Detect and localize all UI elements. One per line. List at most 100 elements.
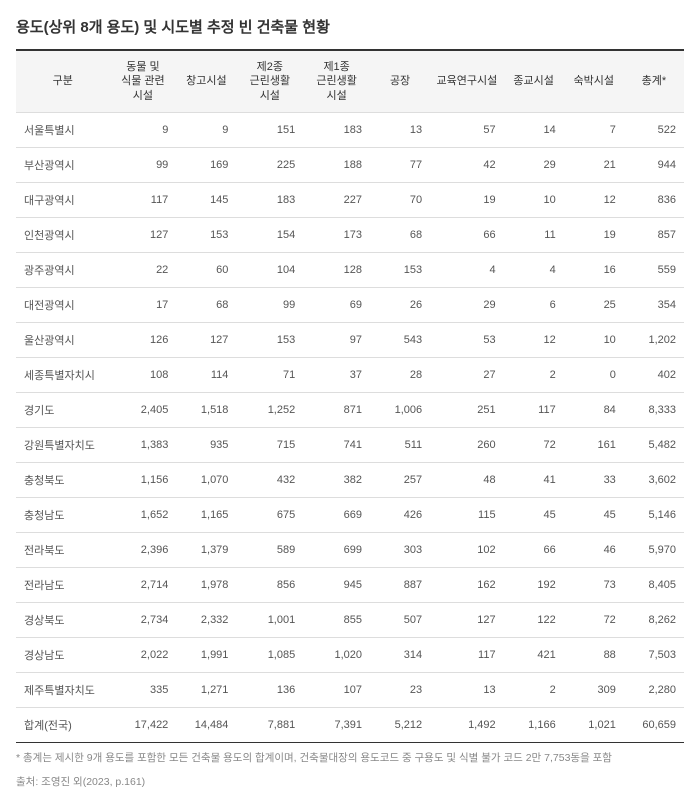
region-cell: 서울특별시 (16, 112, 110, 147)
value-cell: 2,332 (176, 602, 236, 637)
region-cell: 경상북도 (16, 602, 110, 637)
value-cell: 335 (110, 672, 177, 707)
region-cell: 울산광역시 (16, 322, 110, 357)
value-cell: 354 (624, 287, 684, 322)
value-cell: 27 (430, 357, 503, 392)
col-header-6: 교육연구시설 (430, 50, 503, 112)
value-cell: 6 (504, 287, 564, 322)
value-cell: 97 (303, 322, 370, 357)
value-cell: 77 (370, 147, 430, 182)
value-cell: 5,482 (624, 427, 684, 462)
value-cell: 7,391 (303, 707, 370, 742)
value-cell: 507 (370, 602, 430, 637)
region-cell: 강원특별자치도 (16, 427, 110, 462)
value-cell: 70 (370, 182, 430, 217)
value-cell: 151 (236, 112, 303, 147)
value-cell: 13 (430, 672, 503, 707)
region-cell: 제주특별자치도 (16, 672, 110, 707)
region-cell: 대구광역시 (16, 182, 110, 217)
table-row: 울산광역시126127153975435312101,202 (16, 322, 684, 357)
value-cell: 14 (504, 112, 564, 147)
value-cell: 117 (504, 392, 564, 427)
value-cell: 127 (176, 322, 236, 357)
value-cell: 0 (564, 357, 624, 392)
value-cell: 14,484 (176, 707, 236, 742)
value-cell: 522 (624, 112, 684, 147)
table-row: 경기도2,4051,5181,2528711,006251117848,333 (16, 392, 684, 427)
value-cell: 855 (303, 602, 370, 637)
value-cell: 10 (564, 322, 624, 357)
value-cell: 309 (564, 672, 624, 707)
table-body: 서울특별시991511831357147522부산광역시991692251887… (16, 112, 684, 742)
value-cell: 2,396 (110, 532, 177, 567)
value-cell: 1,379 (176, 532, 236, 567)
value-cell: 66 (430, 217, 503, 252)
footnote-total: * 총계는 제시한 9개 용도를 포함한 모든 건축물 용도의 합계이며, 건축… (16, 751, 684, 767)
value-cell: 543 (370, 322, 430, 357)
value-cell: 68 (176, 287, 236, 322)
value-cell: 1,518 (176, 392, 236, 427)
col-header-5: 공장 (370, 50, 430, 112)
value-cell: 48 (430, 462, 503, 497)
value-cell: 421 (504, 637, 564, 672)
table-row: 전라북도2,3961,37958969930310266465,970 (16, 532, 684, 567)
value-cell: 7 (564, 112, 624, 147)
value-cell: 88 (564, 637, 624, 672)
value-cell: 1,166 (504, 707, 564, 742)
value-cell: 104 (236, 252, 303, 287)
value-cell: 16 (564, 252, 624, 287)
value-cell: 72 (564, 602, 624, 637)
value-cell: 71 (236, 357, 303, 392)
value-cell: 136 (236, 672, 303, 707)
table-row: 제주특별자치도3351,271136107231323092,280 (16, 672, 684, 707)
value-cell: 2,734 (110, 602, 177, 637)
col-header-2: 창고시설 (176, 50, 236, 112)
value-cell: 53 (430, 322, 503, 357)
table-row: 세종특별자치시1081147137282720402 (16, 357, 684, 392)
value-cell: 114 (176, 357, 236, 392)
region-cell: 인천광역시 (16, 217, 110, 252)
value-cell: 669 (303, 497, 370, 532)
value-cell: 257 (370, 462, 430, 497)
value-cell: 19 (430, 182, 503, 217)
value-cell: 715 (236, 427, 303, 462)
value-cell: 836 (624, 182, 684, 217)
table-header-row: 구분동물 및식물 관련시설창고시설제2종근린생활시설제1종근린생활시설공장교육연… (16, 50, 684, 112)
value-cell: 2 (504, 672, 564, 707)
value-cell: 42 (430, 147, 503, 182)
value-cell: 314 (370, 637, 430, 672)
value-cell: 1,006 (370, 392, 430, 427)
value-cell: 1,165 (176, 497, 236, 532)
value-cell: 33 (564, 462, 624, 497)
value-cell: 84 (564, 392, 624, 427)
value-cell: 69 (303, 287, 370, 322)
value-cell: 8,333 (624, 392, 684, 427)
value-cell: 153 (370, 252, 430, 287)
table-row: 강원특별자치도1,383935715741511260721615,482 (16, 427, 684, 462)
value-cell: 9 (176, 112, 236, 147)
value-cell: 1,978 (176, 567, 236, 602)
value-cell: 73 (564, 567, 624, 602)
value-cell: 675 (236, 497, 303, 532)
col-header-4: 제1종근린생활시설 (303, 50, 370, 112)
table-row: 인천광역시12715315417368661119857 (16, 217, 684, 252)
value-cell: 9 (110, 112, 177, 147)
value-cell: 1,202 (624, 322, 684, 357)
value-cell: 402 (624, 357, 684, 392)
value-cell: 107 (303, 672, 370, 707)
table-row: 부산광역시9916922518877422921944 (16, 147, 684, 182)
value-cell: 2,022 (110, 637, 177, 672)
value-cell: 66 (504, 532, 564, 567)
value-cell: 37 (303, 357, 370, 392)
value-cell: 192 (504, 567, 564, 602)
value-cell: 4 (504, 252, 564, 287)
value-cell: 21 (564, 147, 624, 182)
value-cell: 1,492 (430, 707, 503, 742)
value-cell: 5,212 (370, 707, 430, 742)
value-cell: 23 (370, 672, 430, 707)
value-cell: 162 (430, 567, 503, 602)
value-cell: 1,020 (303, 637, 370, 672)
region-cell: 대전광역시 (16, 287, 110, 322)
region-cell: 광주광역시 (16, 252, 110, 287)
value-cell: 1,001 (236, 602, 303, 637)
